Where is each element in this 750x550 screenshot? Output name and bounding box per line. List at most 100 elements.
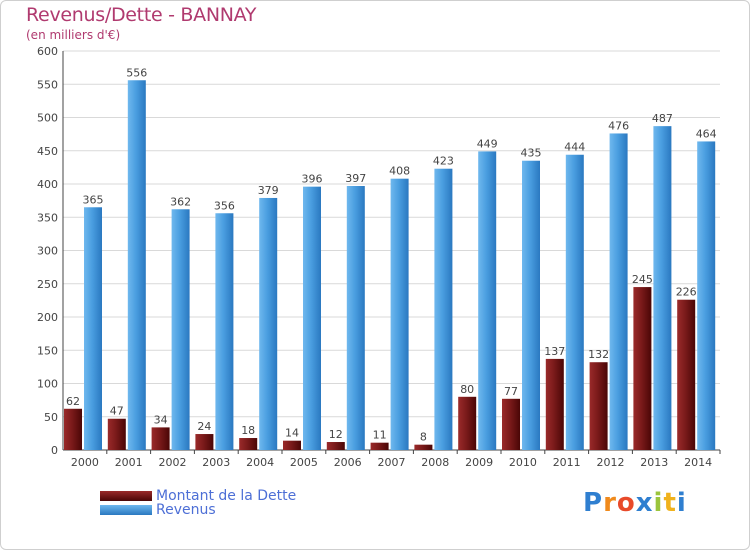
x-tick-label: 2012 — [597, 456, 625, 469]
data-label-dette: 77 — [504, 385, 518, 398]
logo-letter: t — [663, 488, 677, 518]
data-label-dette: 226 — [676, 286, 697, 299]
data-label-revenus: 476 — [608, 119, 629, 132]
data-label-revenus: 397 — [345, 172, 366, 185]
data-label-dette: 8 — [420, 431, 427, 444]
bar-revenus — [84, 207, 102, 450]
logo-letter: i — [653, 488, 664, 518]
bar-dette — [370, 442, 389, 450]
data-label-revenus: 379 — [258, 184, 279, 197]
bar-dette — [545, 358, 564, 450]
y-tick-label: 300 — [37, 245, 58, 258]
chart-title: Revenus/Dette - BANNAY — [26, 4, 257, 26]
bar-dette — [458, 396, 477, 450]
data-label-dette: 137 — [544, 345, 565, 358]
x-tick-label: 2013 — [640, 456, 668, 469]
x-tick-label: 2001 — [115, 456, 143, 469]
logo-letter: i — [676, 488, 687, 518]
data-label-dette: 62 — [66, 395, 80, 408]
y-tick-label: 550 — [37, 78, 58, 91]
data-label-revenus: 487 — [652, 112, 673, 125]
bar-dette — [283, 440, 301, 450]
data-label-dette: 132 — [588, 348, 609, 361]
x-tick-label: 2014 — [684, 456, 712, 469]
data-label-revenus: 396 — [302, 173, 323, 186]
bar-revenus — [434, 168, 453, 450]
logo-letter: o — [616, 488, 636, 518]
data-label-revenus: 408 — [389, 165, 410, 178]
bar-revenus — [522, 160, 540, 450]
y-tick-label: 600 — [37, 45, 58, 58]
bar-dette — [633, 287, 652, 450]
bar-revenus — [171, 209, 190, 450]
data-label-dette: 245 — [632, 273, 653, 286]
y-tick-label: 200 — [37, 311, 58, 324]
data-label-dette: 24 — [197, 420, 211, 433]
data-label-revenus: 365 — [83, 193, 104, 206]
x-tick-label: 2000 — [71, 456, 99, 469]
y-tick-label: 500 — [37, 112, 58, 125]
data-label-revenus: 556 — [126, 66, 147, 79]
bar-dette — [502, 398, 520, 450]
data-label-revenus: 435 — [521, 147, 542, 160]
data-label-dette: 18 — [241, 424, 255, 437]
x-tick-label: 2009 — [465, 456, 493, 469]
data-label-dette: 11 — [373, 429, 387, 442]
data-label-dette: 12 — [329, 428, 343, 441]
data-label-revenus: 423 — [433, 155, 454, 168]
bar-dette — [414, 444, 433, 450]
x-tick-label: 2006 — [334, 456, 362, 469]
chart-subtitle: (en milliers d'€) — [26, 28, 121, 42]
legend-swatch-revenus — [100, 505, 152, 515]
y-tick-label: 350 — [37, 211, 58, 224]
logo-letter: r — [603, 488, 617, 518]
data-label-dette: 34 — [154, 413, 168, 426]
bar-revenus — [127, 80, 146, 450]
x-tick-label: 2005 — [290, 456, 318, 469]
x-tick-label: 2011 — [553, 456, 581, 469]
bar-dette — [64, 408, 82, 450]
y-tick-label: 250 — [37, 278, 58, 291]
data-label-dette: 14 — [285, 427, 299, 440]
bar-revenus — [390, 178, 409, 450]
bar-dette — [239, 438, 258, 450]
bar-revenus — [215, 213, 234, 450]
x-tick-label: 2003 — [202, 456, 230, 469]
y-tick-label: 0 — [51, 444, 58, 457]
bar-dette — [326, 442, 345, 450]
bar-revenus — [653, 126, 672, 451]
data-label-revenus: 449 — [477, 137, 498, 150]
bar-revenus — [697, 141, 716, 450]
logo-letter: x — [635, 488, 654, 518]
proxiti-logo: Proxiti — [583, 488, 687, 518]
bar-dette — [151, 427, 170, 450]
bar-dette — [589, 362, 608, 450]
data-label-revenus: 356 — [214, 199, 235, 212]
bar-revenus — [565, 154, 584, 451]
bar-revenus — [478, 151, 497, 451]
data-label-revenus: 362 — [170, 195, 191, 208]
y-tick-label: 150 — [37, 344, 58, 357]
x-tick-label: 2002 — [159, 456, 187, 469]
bar-dette — [107, 418, 126, 450]
bar-revenus — [259, 197, 278, 450]
legend-label-dette: Montant de la Dette — [156, 488, 297, 504]
data-label-dette: 47 — [110, 405, 124, 418]
x-tick-label: 2010 — [509, 456, 537, 469]
logo-letter: P — [583, 488, 604, 518]
bar-revenus — [609, 133, 628, 450]
bar-revenus — [346, 185, 365, 450]
bar-dette — [677, 299, 696, 450]
x-tick-label: 2008 — [421, 456, 449, 469]
bar-revenus — [303, 186, 321, 450]
x-tick-label: 2007 — [378, 456, 406, 469]
y-tick-label: 50 — [44, 411, 58, 424]
data-label-revenus: 464 — [696, 127, 717, 140]
y-tick-label: 400 — [37, 178, 58, 191]
data-label-dette: 80 — [460, 383, 474, 396]
x-tick-label: 2004 — [246, 456, 274, 469]
y-tick-label: 100 — [37, 378, 58, 391]
legend-label-revenus: Revenus — [156, 502, 216, 518]
data-label-revenus: 444 — [564, 141, 585, 154]
